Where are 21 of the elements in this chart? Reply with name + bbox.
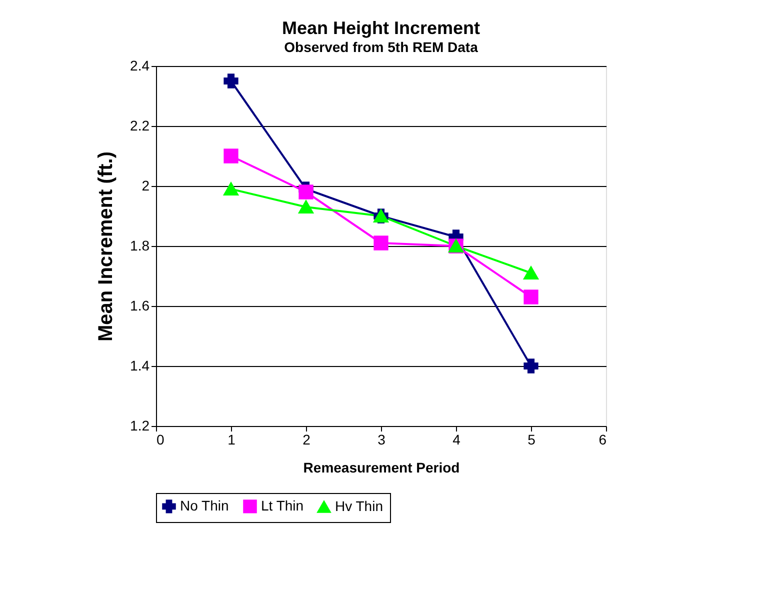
x-tick-label: 5 — [528, 432, 536, 448]
x-tick-label: 1 — [228, 432, 236, 448]
chart-subtitle: Observed from 5th REM Data — [284, 39, 478, 55]
y-axis-title: Mean Increment (ft.) — [95, 151, 118, 342]
x-tick-label: 4 — [452, 432, 461, 448]
x-tick-label: 2 — [302, 432, 311, 448]
y-tick-label: 1.8 — [130, 238, 150, 254]
legend-label: Hv Thin — [335, 498, 383, 514]
y-tick-label: 1.6 — [130, 298, 150, 314]
y-tick-label: 2.2 — [130, 118, 150, 134]
y-tick-label: 2 — [142, 178, 150, 194]
x-tick-label: 0 — [156, 432, 164, 448]
y-tick-label: 1.4 — [130, 358, 150, 374]
chart-title: Mean Height Increment — [282, 18, 480, 38]
legend-label: Lt Thin — [261, 497, 304, 514]
y-tick-label: 1.2 — [130, 418, 150, 434]
x-tick-label: 6 — [598, 432, 607, 448]
legend-label: No Thin — [180, 497, 229, 514]
x-tick-label: 3 — [378, 432, 386, 448]
y-tick-label: 2.4 — [130, 58, 150, 74]
x-axis-title: Remeasurement Period — [303, 460, 460, 476]
